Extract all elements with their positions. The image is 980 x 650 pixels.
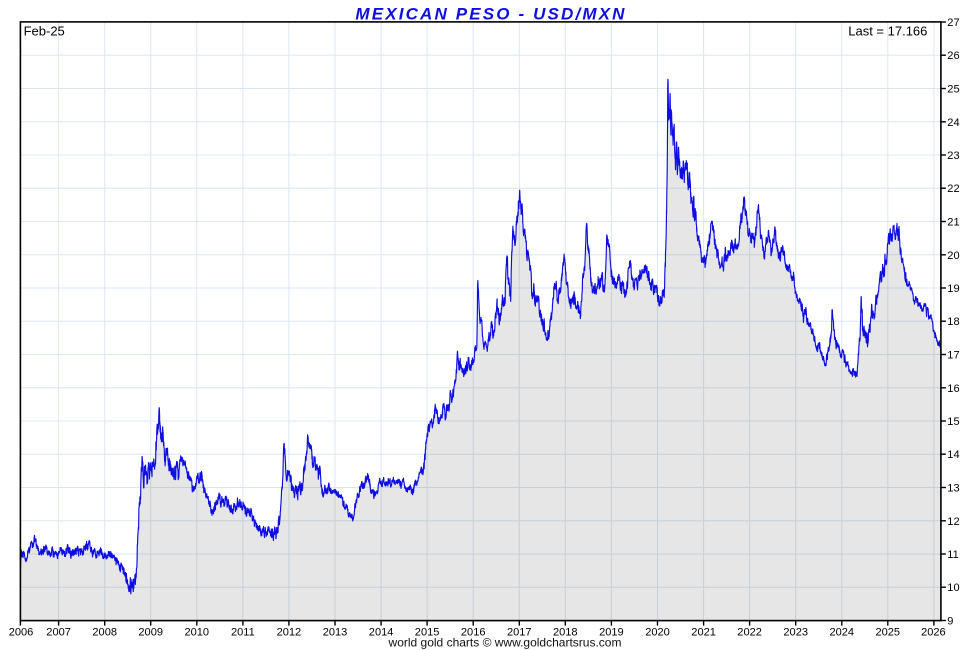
svg-text:2026: 2026	[921, 627, 946, 639]
svg-text:2024: 2024	[830, 627, 855, 639]
svg-text:2010: 2010	[185, 627, 210, 639]
svg-text:12: 12	[947, 516, 959, 528]
svg-text:25: 25	[947, 84, 959, 96]
svg-text:16: 16	[947, 383, 959, 395]
svg-text:24: 24	[947, 117, 959, 129]
svg-text:2019: 2019	[599, 627, 624, 639]
svg-text:Last = 17.166: Last = 17.166	[848, 23, 927, 38]
svg-text:20: 20	[947, 250, 959, 262]
svg-text:MEXICAN PESO - USD/MXN: MEXICAN PESO - USD/MXN	[355, 4, 626, 23]
svg-text:11: 11	[947, 549, 958, 561]
svg-text:17: 17	[947, 350, 959, 362]
svg-text:Feb-25: Feb-25	[24, 23, 65, 38]
svg-text:14: 14	[947, 449, 959, 461]
svg-text:2011: 2011	[231, 627, 255, 639]
svg-text:10: 10	[947, 582, 959, 594]
svg-text:2020: 2020	[645, 627, 670, 639]
svg-text:9: 9	[947, 616, 953, 628]
svg-text:15: 15	[947, 416, 959, 428]
svg-text:2025: 2025	[876, 627, 901, 639]
svg-text:2012: 2012	[277, 627, 302, 639]
svg-text:21: 21	[947, 217, 959, 229]
svg-text:2008: 2008	[92, 627, 117, 639]
svg-text:2017: 2017	[507, 627, 532, 639]
svg-text:world gold charts © www.goldch: world gold charts © www.goldchartsrus.co…	[388, 636, 622, 650]
svg-text:2013: 2013	[323, 627, 348, 639]
svg-text:27: 27	[947, 17, 959, 29]
svg-text:18: 18	[947, 316, 959, 328]
svg-text:22: 22	[947, 183, 959, 195]
svg-text:23: 23	[947, 150, 959, 162]
svg-text:2016: 2016	[461, 627, 486, 639]
svg-text:2009: 2009	[138, 627, 163, 639]
svg-text:13: 13	[947, 483, 959, 495]
svg-text:19: 19	[947, 283, 959, 295]
svg-text:2021: 2021	[691, 627, 716, 639]
svg-text:2023: 2023	[783, 627, 808, 639]
svg-text:2006: 2006	[9, 627, 34, 639]
svg-text:2014: 2014	[369, 627, 394, 639]
svg-text:2018: 2018	[553, 627, 578, 639]
svg-text:2007: 2007	[46, 627, 71, 639]
svg-text:2015: 2015	[415, 627, 440, 639]
svg-text:26: 26	[947, 50, 959, 62]
svg-text:2022: 2022	[737, 627, 762, 639]
